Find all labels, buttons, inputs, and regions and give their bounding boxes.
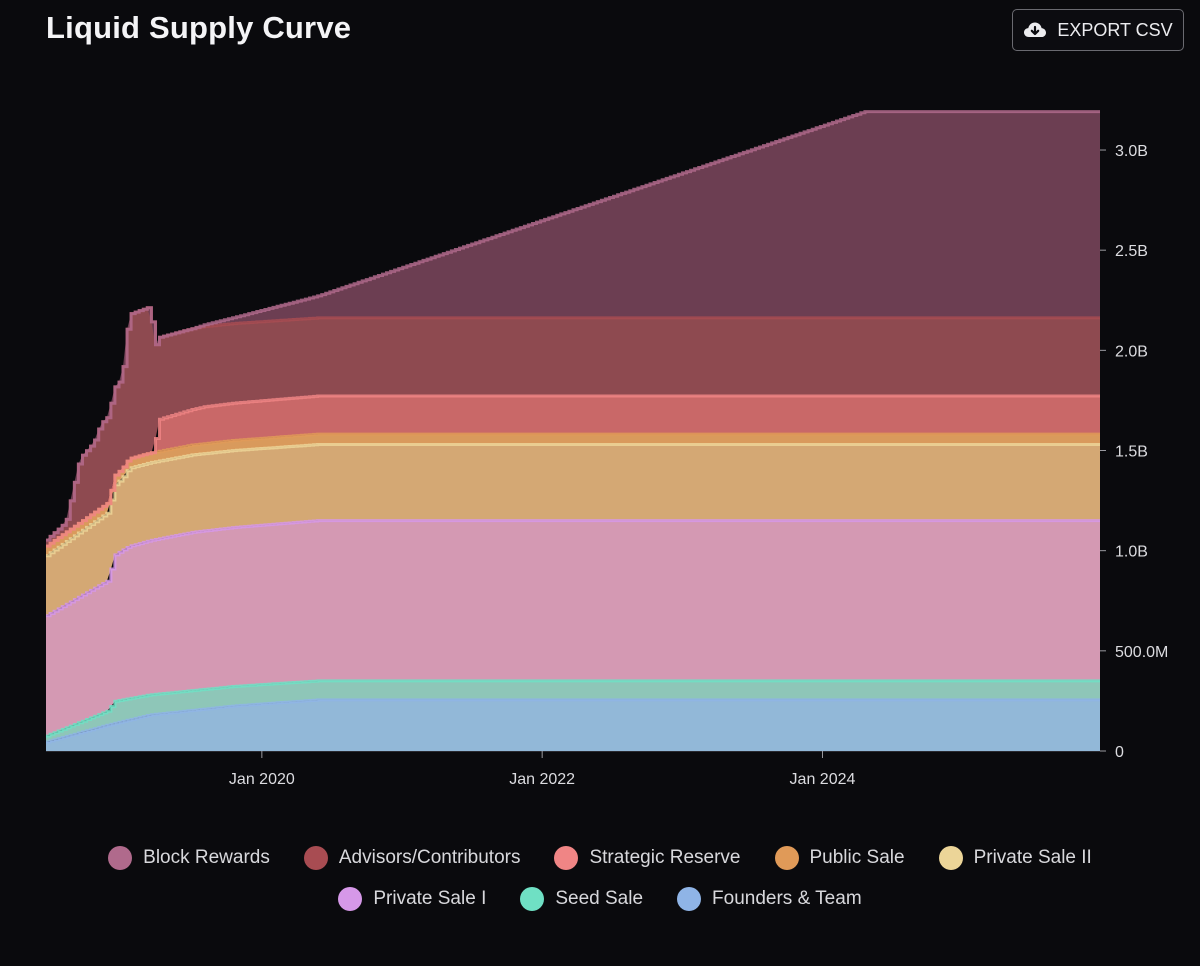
- line-strategic-reserve: [46, 394, 1100, 548]
- legend-row: Private Sale I Seed Sale Founders & Team: [0, 887, 1200, 911]
- y-tick-label: 2.0B: [1115, 343, 1148, 360]
- x-tick-label: Jan 2022: [509, 771, 575, 788]
- legend-swatch: [774, 846, 799, 870]
- line-private-sale-ii: [46, 443, 1100, 558]
- legend-label: Block Rewards: [143, 847, 270, 868]
- series-lines: [46, 110, 1100, 744]
- stacked-areas: [46, 111, 1100, 751]
- legend-item-public-sale[interactable]: Public Sale: [774, 846, 905, 870]
- legend-item-private-sale-ii[interactable]: Private Sale II: [938, 846, 1092, 870]
- y-tick-label: 1.5B: [1115, 444, 1148, 461]
- legend-item-strategic-reserve[interactable]: Strategic Reserve: [554, 846, 741, 870]
- legend-item-block-rewards[interactable]: Block Rewards: [108, 846, 270, 870]
- y-tick-label: 0: [1115, 744, 1124, 761]
- legend-row: Block Rewards Advisors/Contributors Strate…: [0, 846, 1200, 870]
- area-seed-sale: [46, 680, 1100, 742]
- export-csv-label: EXPORT CSV: [1057, 19, 1173, 40]
- legend-swatch: [303, 846, 328, 870]
- legend-swatch: [554, 846, 579, 870]
- line-private-sale-i: [46, 519, 1100, 618]
- legend-swatch: [520, 887, 545, 911]
- area-block-rewards: [46, 111, 1100, 541]
- legend-item-founders-team[interactable]: Founders & Team: [677, 887, 862, 911]
- legend-item-advisors-contributors[interactable]: Advisors/Contributors: [303, 846, 521, 870]
- x-tick-label: Jan 2020: [229, 771, 295, 788]
- legend-swatch: [938, 846, 963, 870]
- legend-label: Seed Sale: [555, 888, 644, 909]
- area-private-sale-i: [46, 520, 1100, 736]
- legend-label: Private Sale II: [973, 847, 1092, 868]
- line-block-rewards: [46, 110, 1100, 542]
- legend-label: Strategic Reserve: [589, 847, 741, 868]
- line-public-sale: [46, 432, 1100, 548]
- y-tick-label: 500.0M: [1115, 644, 1168, 661]
- legend-label: Public Sale: [809, 847, 905, 868]
- axes: 0 500.0M 1.0B 1.5B 2.0B 2.5B 3.0B Jan 2020 Jan 2…: [46, 143, 1168, 788]
- legend-label: Private Sale I: [373, 888, 487, 909]
- legend-item-seed-sale[interactable]: Seed Sale: [520, 887, 643, 911]
- y-tick-label: 1.0B: [1115, 544, 1148, 561]
- legend-label: Advisors/Contributors: [338, 847, 521, 868]
- legend-item-private-sale-i[interactable]: Private Sale I: [338, 887, 486, 911]
- legend-label: Founders & Team: [712, 888, 862, 909]
- cloud-download-icon: [1023, 20, 1047, 40]
- page-title: Liquid Supply Curve: [46, 10, 352, 45]
- line-founders-team: [46, 698, 1100, 744]
- supply-chart: 0 500.0M 1.0B 1.5B 2.0B 2.5B 3.0B Jan 2020 Jan 2…: [46, 110, 1168, 788]
- area-private-sale-ii: [46, 444, 1100, 616]
- area-founders-team: [46, 699, 1100, 751]
- x-tick-label: Jan 2024: [790, 771, 856, 788]
- export-csv-button[interactable]: EXPORT CSV: [1012, 9, 1184, 51]
- y-tick-label: 2.5B: [1115, 243, 1148, 260]
- y-tick-label: 3.0B: [1115, 143, 1148, 160]
- legend-swatch: [677, 887, 702, 911]
- area-advisors-contributors: [46, 307, 1100, 547]
- chart-legend: Block Rewards Advisors/Contributors Strate…: [0, 846, 1200, 928]
- legend-swatch: [338, 887, 363, 911]
- line-seed-sale: [46, 679, 1100, 738]
- legend-swatch: [108, 846, 133, 870]
